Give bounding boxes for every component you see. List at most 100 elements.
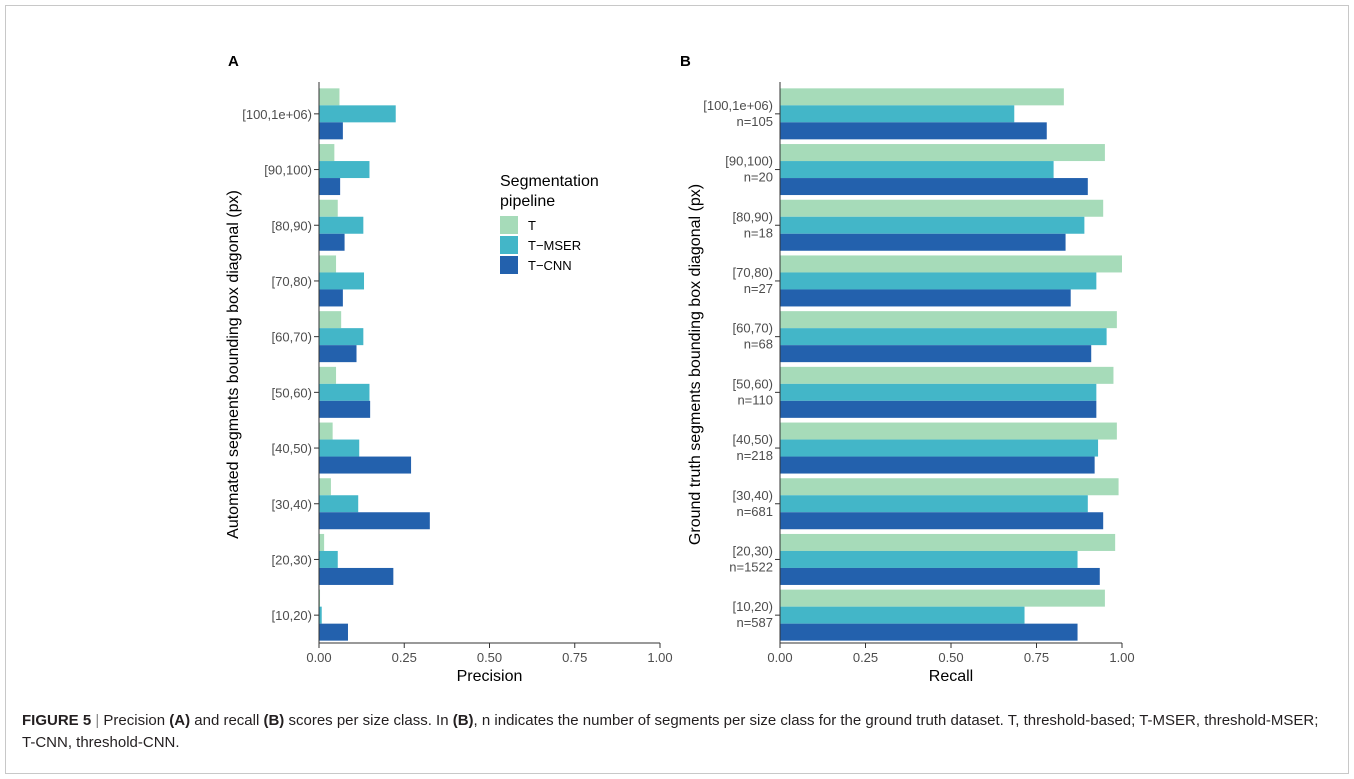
caption-label: FIGURE 5 bbox=[22, 712, 92, 729]
bar-tmser-1 bbox=[780, 161, 1054, 179]
bar-tmser-2 bbox=[319, 216, 364, 234]
caption-ref-b-2: (B) bbox=[452, 712, 474, 729]
y-tick-label: [100,1e+06) bbox=[703, 98, 773, 113]
bar-tmser-7 bbox=[780, 495, 1088, 513]
bar-t-0 bbox=[319, 88, 340, 106]
bar-tcnn-4 bbox=[780, 345, 1092, 363]
figure-frame bbox=[5, 5, 1349, 774]
y-tick-count: n=27 bbox=[744, 281, 773, 296]
x-tick-label: 0.00 bbox=[767, 650, 792, 665]
legend-swatch bbox=[500, 236, 518, 254]
y-tick-label: [40,50) bbox=[272, 441, 312, 456]
bar-t-7 bbox=[319, 478, 331, 496]
y-tick-label: [40,50) bbox=[733, 432, 773, 447]
bar-tmser-9 bbox=[319, 606, 322, 624]
legend: Segmentation pipeline T T−MSER T−CNN bbox=[500, 173, 599, 274]
panel-a: A [100,1e+06) [90,100) [80,90) [70,80) [60,70… bbox=[225, 53, 673, 685]
bar-tmser-9 bbox=[780, 606, 1025, 624]
bar-tcnn-6 bbox=[319, 456, 412, 474]
y-tick-label: [10,20) bbox=[272, 608, 312, 623]
x-tick-label: 0.25 bbox=[392, 650, 417, 665]
x-tick-label: 0.75 bbox=[562, 650, 587, 665]
bar-tmser-5 bbox=[319, 383, 370, 401]
bar-tmser-0 bbox=[780, 105, 1015, 123]
y-tick-label: [70,80) bbox=[272, 274, 312, 289]
y-tick-label: [50,60) bbox=[272, 385, 312, 400]
x-tick-label: 1.00 bbox=[647, 650, 672, 665]
caption-text-4: , n indicates the number of segments per… bbox=[22, 712, 1319, 751]
y-tick-count: n=18 bbox=[744, 225, 773, 240]
y-tick-label: [60,70) bbox=[733, 321, 773, 336]
caption-text-1: Precision bbox=[103, 712, 170, 729]
bar-t-1 bbox=[780, 144, 1105, 162]
caption-text-2: and recall bbox=[190, 712, 264, 729]
bar-tcnn-1 bbox=[319, 178, 341, 196]
figure-chart: A [100,1e+06) [90,100) [80,90) [70,80) [60,70… bbox=[225, 53, 1135, 685]
bar-tmser-6 bbox=[319, 439, 360, 457]
y-tick-count: n=20 bbox=[744, 170, 773, 185]
y-tick-label: [80,90) bbox=[733, 209, 773, 224]
bar-tcnn-8 bbox=[780, 567, 1100, 585]
bar-tcnn-0 bbox=[319, 122, 343, 140]
bar-t-0 bbox=[780, 88, 1064, 106]
bar-t-2 bbox=[319, 199, 338, 217]
bar-tmser-8 bbox=[780, 550, 1078, 568]
caption-ref-b: (B) bbox=[263, 712, 285, 729]
panel-label: A bbox=[228, 53, 239, 70]
bar-tmser-3 bbox=[780, 272, 1097, 290]
y-tick-count: n=218 bbox=[736, 448, 773, 463]
x-axis-title: Recall bbox=[929, 668, 973, 685]
bar-tmser-0 bbox=[319, 105, 396, 123]
x-tick-label: 0.25 bbox=[853, 650, 878, 665]
legend-label: T−MSER bbox=[528, 238, 581, 253]
legend-swatch bbox=[500, 256, 518, 274]
y-tick-count: n=681 bbox=[736, 504, 773, 519]
y-tick-count: n=1522 bbox=[729, 559, 773, 574]
bar-tcnn-5 bbox=[780, 400, 1097, 418]
panel-b: B [100,1e+06)n=105 [90,100)n=20 [80,90)n=18… bbox=[680, 53, 1135, 685]
y-tick-count: n=105 bbox=[736, 114, 773, 129]
legend-title: pipeline bbox=[500, 193, 555, 210]
y-tick-label: [50,60) bbox=[733, 376, 773, 391]
y-tick-label: [20,30) bbox=[733, 543, 773, 558]
legend-title: Segmentation bbox=[500, 173, 599, 190]
bar-tcnn-9 bbox=[319, 623, 348, 641]
bar-t-8 bbox=[319, 533, 325, 551]
bar-tcnn-3 bbox=[319, 289, 343, 307]
bar-t-6 bbox=[780, 422, 1117, 440]
y-tick-label: [20,30) bbox=[272, 552, 312, 567]
x-tick-label: 0.50 bbox=[938, 650, 963, 665]
y-tick-label: [60,70) bbox=[272, 330, 312, 345]
bar-tmser-5 bbox=[780, 383, 1097, 401]
legend-swatch bbox=[500, 216, 518, 234]
bar-tmser-2 bbox=[780, 216, 1085, 234]
y-tick-count: n=68 bbox=[744, 337, 773, 352]
bar-tmser-4 bbox=[780, 328, 1107, 346]
bar-t-3 bbox=[319, 255, 337, 273]
bar-tcnn-5 bbox=[319, 400, 371, 418]
bar-tcnn-2 bbox=[780, 233, 1066, 251]
bar-t-3 bbox=[780, 255, 1122, 273]
y-tick-label: [90,100) bbox=[725, 154, 773, 169]
bar-tmser-4 bbox=[319, 328, 364, 346]
caption-ref-a: (A) bbox=[169, 712, 191, 729]
y-axis-title: Automated segments bounding box diagonal… bbox=[225, 190, 242, 539]
bar-tcnn-1 bbox=[780, 178, 1088, 196]
bar-t-8 bbox=[780, 533, 1116, 551]
bar-tmser-8 bbox=[319, 550, 338, 568]
bar-tcnn-7 bbox=[319, 512, 430, 530]
legend-label: T−CNN bbox=[528, 258, 572, 273]
bar-tmser-7 bbox=[319, 495, 359, 513]
y-tick-label: [70,80) bbox=[733, 265, 773, 280]
bar-t-9 bbox=[780, 589, 1105, 607]
caption-text-3: scores per size class. In bbox=[284, 712, 453, 729]
bar-tcnn-0 bbox=[780, 122, 1047, 140]
bar-tcnn-7 bbox=[780, 512, 1104, 530]
x-tick-label: 1.00 bbox=[1109, 650, 1134, 665]
y-tick-label: [10,20) bbox=[733, 599, 773, 614]
bar-tcnn-9 bbox=[780, 623, 1078, 641]
y-tick-label: [100,1e+06) bbox=[242, 107, 312, 122]
bar-t-1 bbox=[319, 144, 335, 162]
bar-t-9 bbox=[319, 589, 321, 607]
x-tick-label: 0.75 bbox=[1024, 650, 1049, 665]
